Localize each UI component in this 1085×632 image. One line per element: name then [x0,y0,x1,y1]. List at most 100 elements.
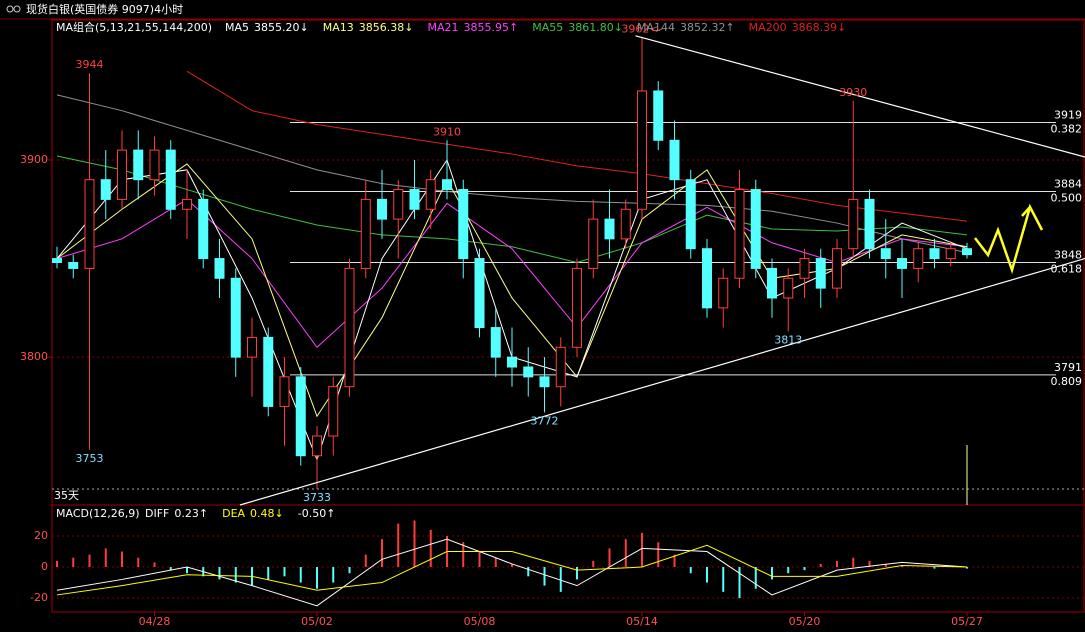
candle-body [312,435,322,457]
candle-body [523,366,534,378]
candle-body [913,248,924,269]
candle-body [474,258,485,329]
candle-body [588,218,599,269]
candle-body [555,346,566,388]
ma-line [56,538,968,607]
candle-body [539,376,550,388]
legend-value: 3868.39↓ [792,21,847,34]
legend-name: MA13 [323,21,354,34]
trendline [635,35,1085,158]
price-annotation: 3753 [76,452,104,465]
fib-value: 3848 [1054,249,1082,262]
candle-body [897,258,907,269]
price-annotation: 3813 [774,334,802,347]
ma-line [56,163,968,418]
candle-body [962,248,972,256]
candle-body [230,277,241,358]
icon [6,5,14,13]
legend-name: DEA [222,507,245,520]
candle-body [328,386,339,437]
legend-value: 3855.95↑ [463,21,518,34]
fib-ratio: 0.382 [1051,123,1083,136]
ma-line [56,544,968,596]
candle-body [263,336,274,407]
price-annotation: 3733 [303,491,331,504]
candle-body [750,189,761,269]
ma-line [56,94,968,254]
y-tick-label: -20 [30,591,48,604]
x-tick-label: 05/14 [626,615,658,628]
candle-body [100,179,111,200]
candle-body [279,376,290,407]
x-tick-label: 04/28 [139,615,171,628]
legend-value: 3852.32↑ [680,21,735,34]
icon [13,5,21,13]
candle-body [620,208,631,240]
price-annotation: 3910 [433,125,461,138]
candle-body [815,258,826,289]
x-tick-label: 05/08 [464,615,496,628]
candle-body [84,179,95,269]
hist-legend: -0.50↑ [298,507,336,520]
legend-name: DIFF [145,507,169,520]
y-tick-label: 20 [34,529,48,542]
candle-body [734,189,745,279]
candle-body [295,376,306,457]
legend-value: 3855.20↓ [254,21,309,34]
forecast-arrow [974,203,1044,275]
ma-legend-title: MA组合(5,13,21,55,144,200) [56,20,212,34]
fib-value: 3919 [1054,109,1082,122]
window-title: 现货白银(英国债券 9097)4小时 [26,2,183,16]
candle-body [929,248,940,260]
price-annotation: 3962<- [621,23,662,36]
candle-body [165,149,176,210]
fib-value: 3884 [1054,178,1082,191]
y-tick-label: 3800 [20,350,48,363]
legend-name: MA21 [427,21,458,34]
legend-value: 0.48↓ [250,507,284,520]
candle-body [344,267,355,388]
candle-body [133,149,144,181]
fib-value: 3791 [1054,361,1082,374]
candle-body [637,90,647,210]
x-tick-label: 05/27 [951,615,983,628]
candle-body [718,277,729,309]
candle-body [653,90,664,141]
candle-body [799,258,810,279]
y-tick-label: 0 [41,560,48,573]
y-tick-label: 3900 [20,153,48,166]
legend-name: MA144 [637,21,675,34]
candle-body [783,277,794,299]
candle-body [442,179,452,191]
candle-body [247,336,257,358]
candle-body [425,179,436,210]
legend-name: MA5 [225,21,249,34]
legend-name: MA55 [532,21,563,34]
candle-body [848,198,859,250]
candle-body [604,218,615,240]
candle-body [702,248,712,309]
candle-body [864,198,875,250]
candle-body [182,198,192,210]
price-annotation: 3944 [76,58,104,71]
fib-ratio: 0.809 [1051,375,1083,388]
candle-body [68,262,79,269]
macd-frame [51,504,1085,613]
ma-line [56,155,968,264]
candle-body [767,267,777,299]
candle-body [52,258,62,264]
ma-line [186,70,968,222]
candle-body [360,198,371,269]
period-label: 35天 [54,489,79,502]
legend-value: 3856.38↓ [359,21,414,34]
legend-value: 3861.80↓ [568,21,623,34]
x-tick-label: 05/20 [789,615,821,628]
x-tick-label: 05/02 [301,615,333,628]
ma-line [56,198,968,349]
candle-body [832,248,842,289]
candle-body [507,356,517,368]
candle-body [117,149,127,200]
price-annotation: 3930 [839,86,867,99]
